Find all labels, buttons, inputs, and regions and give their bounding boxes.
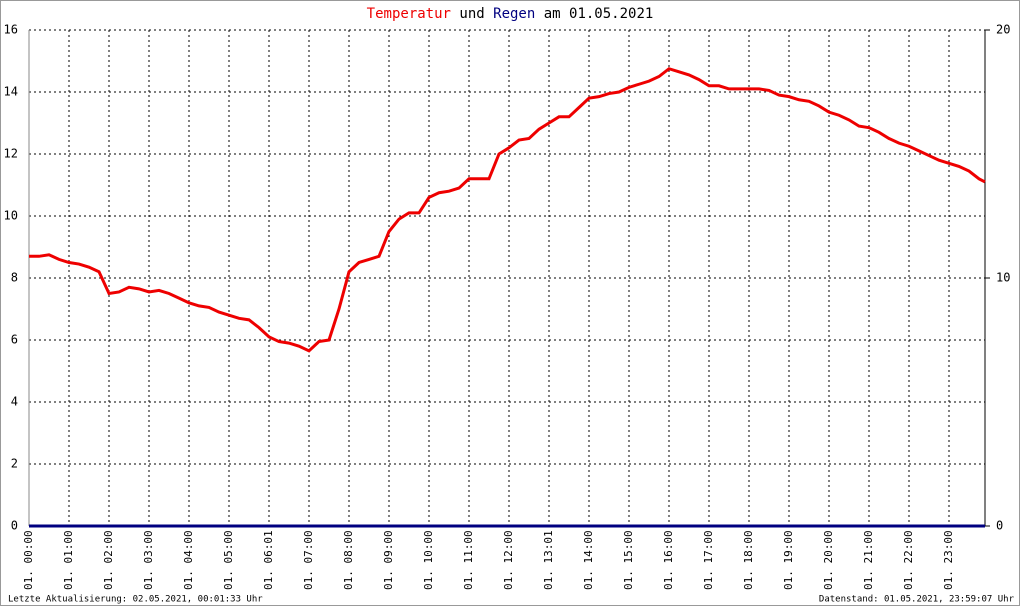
y-tick-label: 6	[11, 333, 18, 347]
title-series: Temperatur	[367, 6, 451, 22]
y-tick-label: 0	[11, 519, 18, 533]
x-tick-label: 01. 00:00	[22, 530, 35, 590]
x-tick-label: 01. 08:00	[342, 530, 355, 590]
y-tick-label: 8	[11, 271, 18, 285]
title-series: Regen	[493, 6, 535, 22]
series-line	[29, 67, 986, 353]
x-tick-label: 01. 02:00	[102, 530, 115, 590]
x-tick-label: 01. 20:00	[822, 530, 835, 590]
x-tick-label: 01. 22:00	[902, 530, 915, 590]
y-tick-label: 16	[4, 23, 18, 37]
x-tick-label: 01. 07:00	[302, 530, 315, 590]
y-tick-label: 14	[4, 85, 18, 99]
y-tick-label: 4	[11, 395, 18, 409]
x-tick-label: 01. 03:00	[142, 530, 155, 590]
y-tick-label: 2	[11, 457, 18, 471]
x-tick-label: 01. 12:00	[502, 530, 515, 590]
x-tick-label: 01. 10:00	[422, 530, 435, 590]
x-tick-label: 01. 14:00	[582, 530, 595, 590]
y2-tick-label: 20	[996, 23, 1010, 37]
footer-left: Letzte Aktualisierung: 02.05.2021, 00:01…	[8, 595, 263, 605]
footer-right: Datenstand: 01.05.2021, 23:59:07 Uhr	[819, 595, 1015, 605]
x-tick-label: 01. 06:01	[262, 530, 275, 590]
y2-tick-label: 0	[996, 519, 1003, 533]
x-tick-label: 01. 17:00	[702, 530, 715, 590]
y-tick-label: 10	[4, 209, 18, 223]
x-tick-label: 01. 05:00	[222, 530, 235, 590]
chart-title: Temperatur und Regen am 01.05.2021	[367, 6, 654, 22]
x-tick-label: 01. 11:00	[462, 530, 475, 590]
x-tick-label: 01. 15:00	[622, 530, 635, 590]
x-tick-label: 01. 18:00	[742, 530, 755, 590]
x-tick-label: 01. 19:00	[782, 530, 795, 590]
y-tick-label: 12	[4, 147, 18, 161]
y2-tick-label: 10	[996, 271, 1010, 285]
title-word: und	[459, 6, 484, 22]
x-tick-label: 01. 21:00	[862, 530, 875, 590]
x-tick-label: 01. 09:00	[382, 530, 395, 590]
x-tick-label: 01. 04:00	[182, 530, 195, 590]
title-word: am 01.05.2021	[544, 6, 654, 22]
x-tick-label: 01. 16:00	[662, 530, 675, 590]
x-tick-label: 01. 01:00	[62, 530, 75, 590]
x-tick-label: 01. 23:00	[942, 530, 955, 590]
x-tick-label: 01. 13:01	[542, 530, 555, 590]
